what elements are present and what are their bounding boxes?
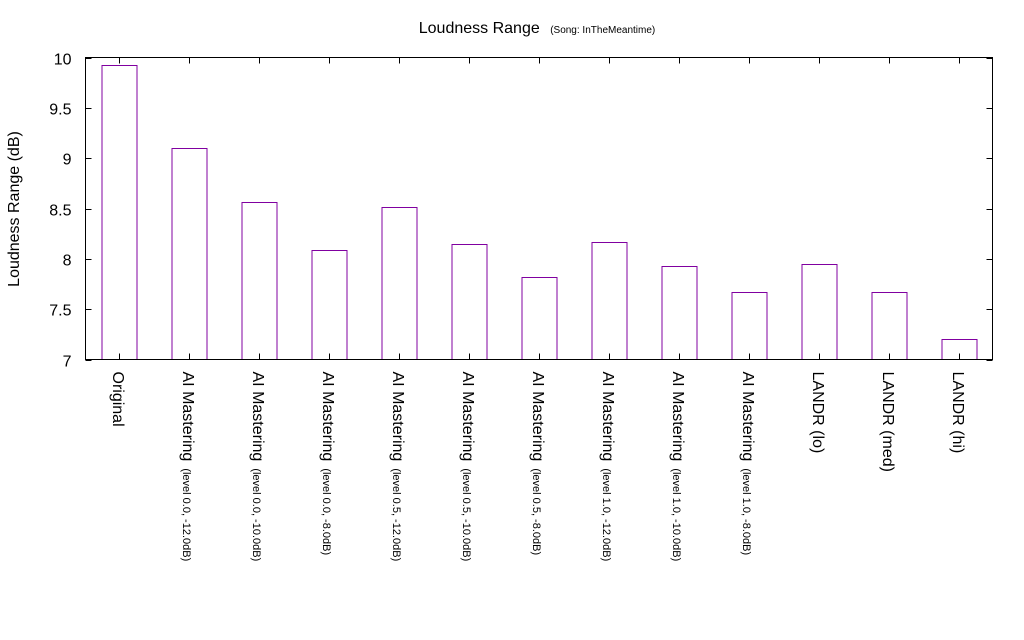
x-tick-label: AI Mastering (level 0.0, -10.0dB) xyxy=(249,372,266,562)
y-tick-label: 10 xyxy=(54,52,72,69)
x-tick-label: LANDR (med) xyxy=(879,372,896,472)
bar xyxy=(591,242,628,360)
x-tick-label-main: AI Mastering xyxy=(319,372,336,462)
x-tick-label-sub: (level 1.0, -10.0dB) xyxy=(670,468,682,561)
chart-title-main: Loudness Range xyxy=(419,20,540,37)
x-tick-label-main: AI Mastering xyxy=(249,372,266,462)
chart-title: Loudness Range (Song: InTheMeantime) xyxy=(419,20,656,37)
x-tick-label: AI Mastering (level 0.5, -8.0dB) xyxy=(529,372,546,556)
bar xyxy=(241,202,278,360)
x-tick-label-sub: (level 0.0, -12.0dB) xyxy=(180,468,192,561)
x-tick-label-main: LANDR (hi) xyxy=(949,372,966,454)
x-tick-label-main: AI Mastering xyxy=(739,372,756,462)
bar xyxy=(871,292,908,360)
y-tick-label: 9.5 xyxy=(49,102,71,119)
x-tick-label-sub: (level 1.0, -12.0dB) xyxy=(600,468,612,561)
x-tick-label: AI Mastering (level 0.5, -12.0dB) xyxy=(389,372,406,562)
y-tick-label: 7 xyxy=(63,354,72,371)
y-tick-label: 7.5 xyxy=(49,303,71,320)
y-ticks-group: 7 7.5 8 8.5 9 9.5 10 xyxy=(49,52,993,371)
x-tick-label: AI Mastering (level 0.0, -8.0dB) xyxy=(319,372,336,556)
x-tick-label: AI Mastering (level 0.5, -10.0dB) xyxy=(459,372,476,562)
x-tick-label: LANDR (hi) xyxy=(949,372,966,454)
y-tick-label: 9 xyxy=(63,152,72,169)
x-tick-label: AI Mastering (level 1.0, -8.0dB) xyxy=(739,372,756,556)
y-tick-label: 8.5 xyxy=(49,203,71,220)
x-tick-label-main: LANDR (lo) xyxy=(809,372,826,454)
x-tick-label-main: AI Mastering xyxy=(389,372,406,462)
x-tick-label-sub: (level 0.5, -12.0dB) xyxy=(390,468,402,561)
x-tick-label-main: LANDR (med) xyxy=(879,372,896,472)
x-tick-label-sub: (level 0.0, -10.0dB) xyxy=(250,468,262,561)
x-tick-label-main: AI Mastering xyxy=(179,372,196,462)
bar xyxy=(731,292,768,360)
x-tick-label-sub: (level 0.5, -10.0dB) xyxy=(460,468,472,561)
bar xyxy=(801,264,838,360)
x-ticks-group: Original AI Mastering (level 0.0, -12.0dB)… xyxy=(109,57,966,562)
bar xyxy=(521,277,558,360)
x-tick-label: AI Mastering (level 0.0, -12.0dB) xyxy=(179,372,196,562)
x-tick-label-sub: (level 0.5, -8.0dB) xyxy=(530,468,542,555)
bar xyxy=(101,65,138,360)
x-tick-label: LANDR (lo) xyxy=(809,372,826,454)
x-tick-label-sub: (level 0.0, -8.0dB) xyxy=(320,468,332,555)
x-tick-label: AI Mastering (level 1.0, -10.0dB) xyxy=(669,372,686,562)
x-tick-label-main: AI Mastering xyxy=(669,372,686,462)
x-tick-label: Original xyxy=(109,372,126,427)
x-tick-label-main: AI Mastering xyxy=(599,372,616,462)
y-axis-label: Loudness Range (dB) xyxy=(6,131,23,287)
y-tick-label: 8 xyxy=(63,253,72,270)
bars-group xyxy=(101,65,978,360)
bar xyxy=(661,266,698,360)
bar xyxy=(171,148,208,360)
x-tick-label-sub: (level 1.0, -8.0dB) xyxy=(740,468,752,555)
plot-frame xyxy=(85,57,993,360)
chart-subtitle: (Song: InTheMeantime) xyxy=(550,25,655,36)
x-tick-label-main: Original xyxy=(109,372,126,427)
bar xyxy=(381,207,418,360)
x-tick-label-main: AI Mastering xyxy=(459,372,476,462)
x-tick-label: AI Mastering (level 1.0, -12.0dB) xyxy=(599,372,616,562)
x-tick-label-main: AI Mastering xyxy=(529,372,546,462)
bar xyxy=(451,244,488,360)
bar xyxy=(311,250,348,360)
